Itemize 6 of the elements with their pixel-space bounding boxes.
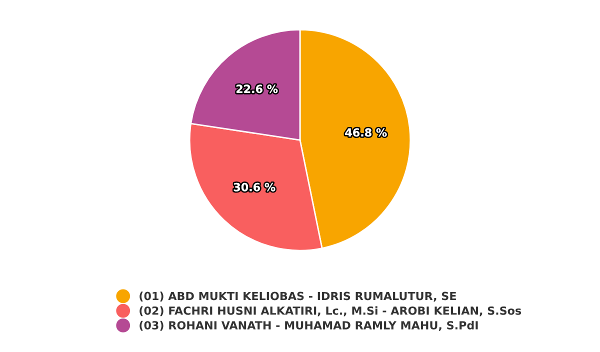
data-label: 46.8 %	[345, 128, 387, 137]
legend-label: (01) ABD MUKTI KELIOBAS - IDRIS RUMALUTUR, SE	[140, 292, 456, 302]
data-label: 30.6 %	[234, 182, 276, 192]
legend-label: (03) ROHANI VANATH - MUHAMAD RAMLY MAHU, S.PdI	[140, 320, 478, 331]
data-label: 22.6 %	[236, 84, 278, 94]
legend-label: (02) FACHRI HUSNI ALKATIRI, Lc., M.Si - AROBI KELIAN, S.Sos	[140, 306, 522, 316]
